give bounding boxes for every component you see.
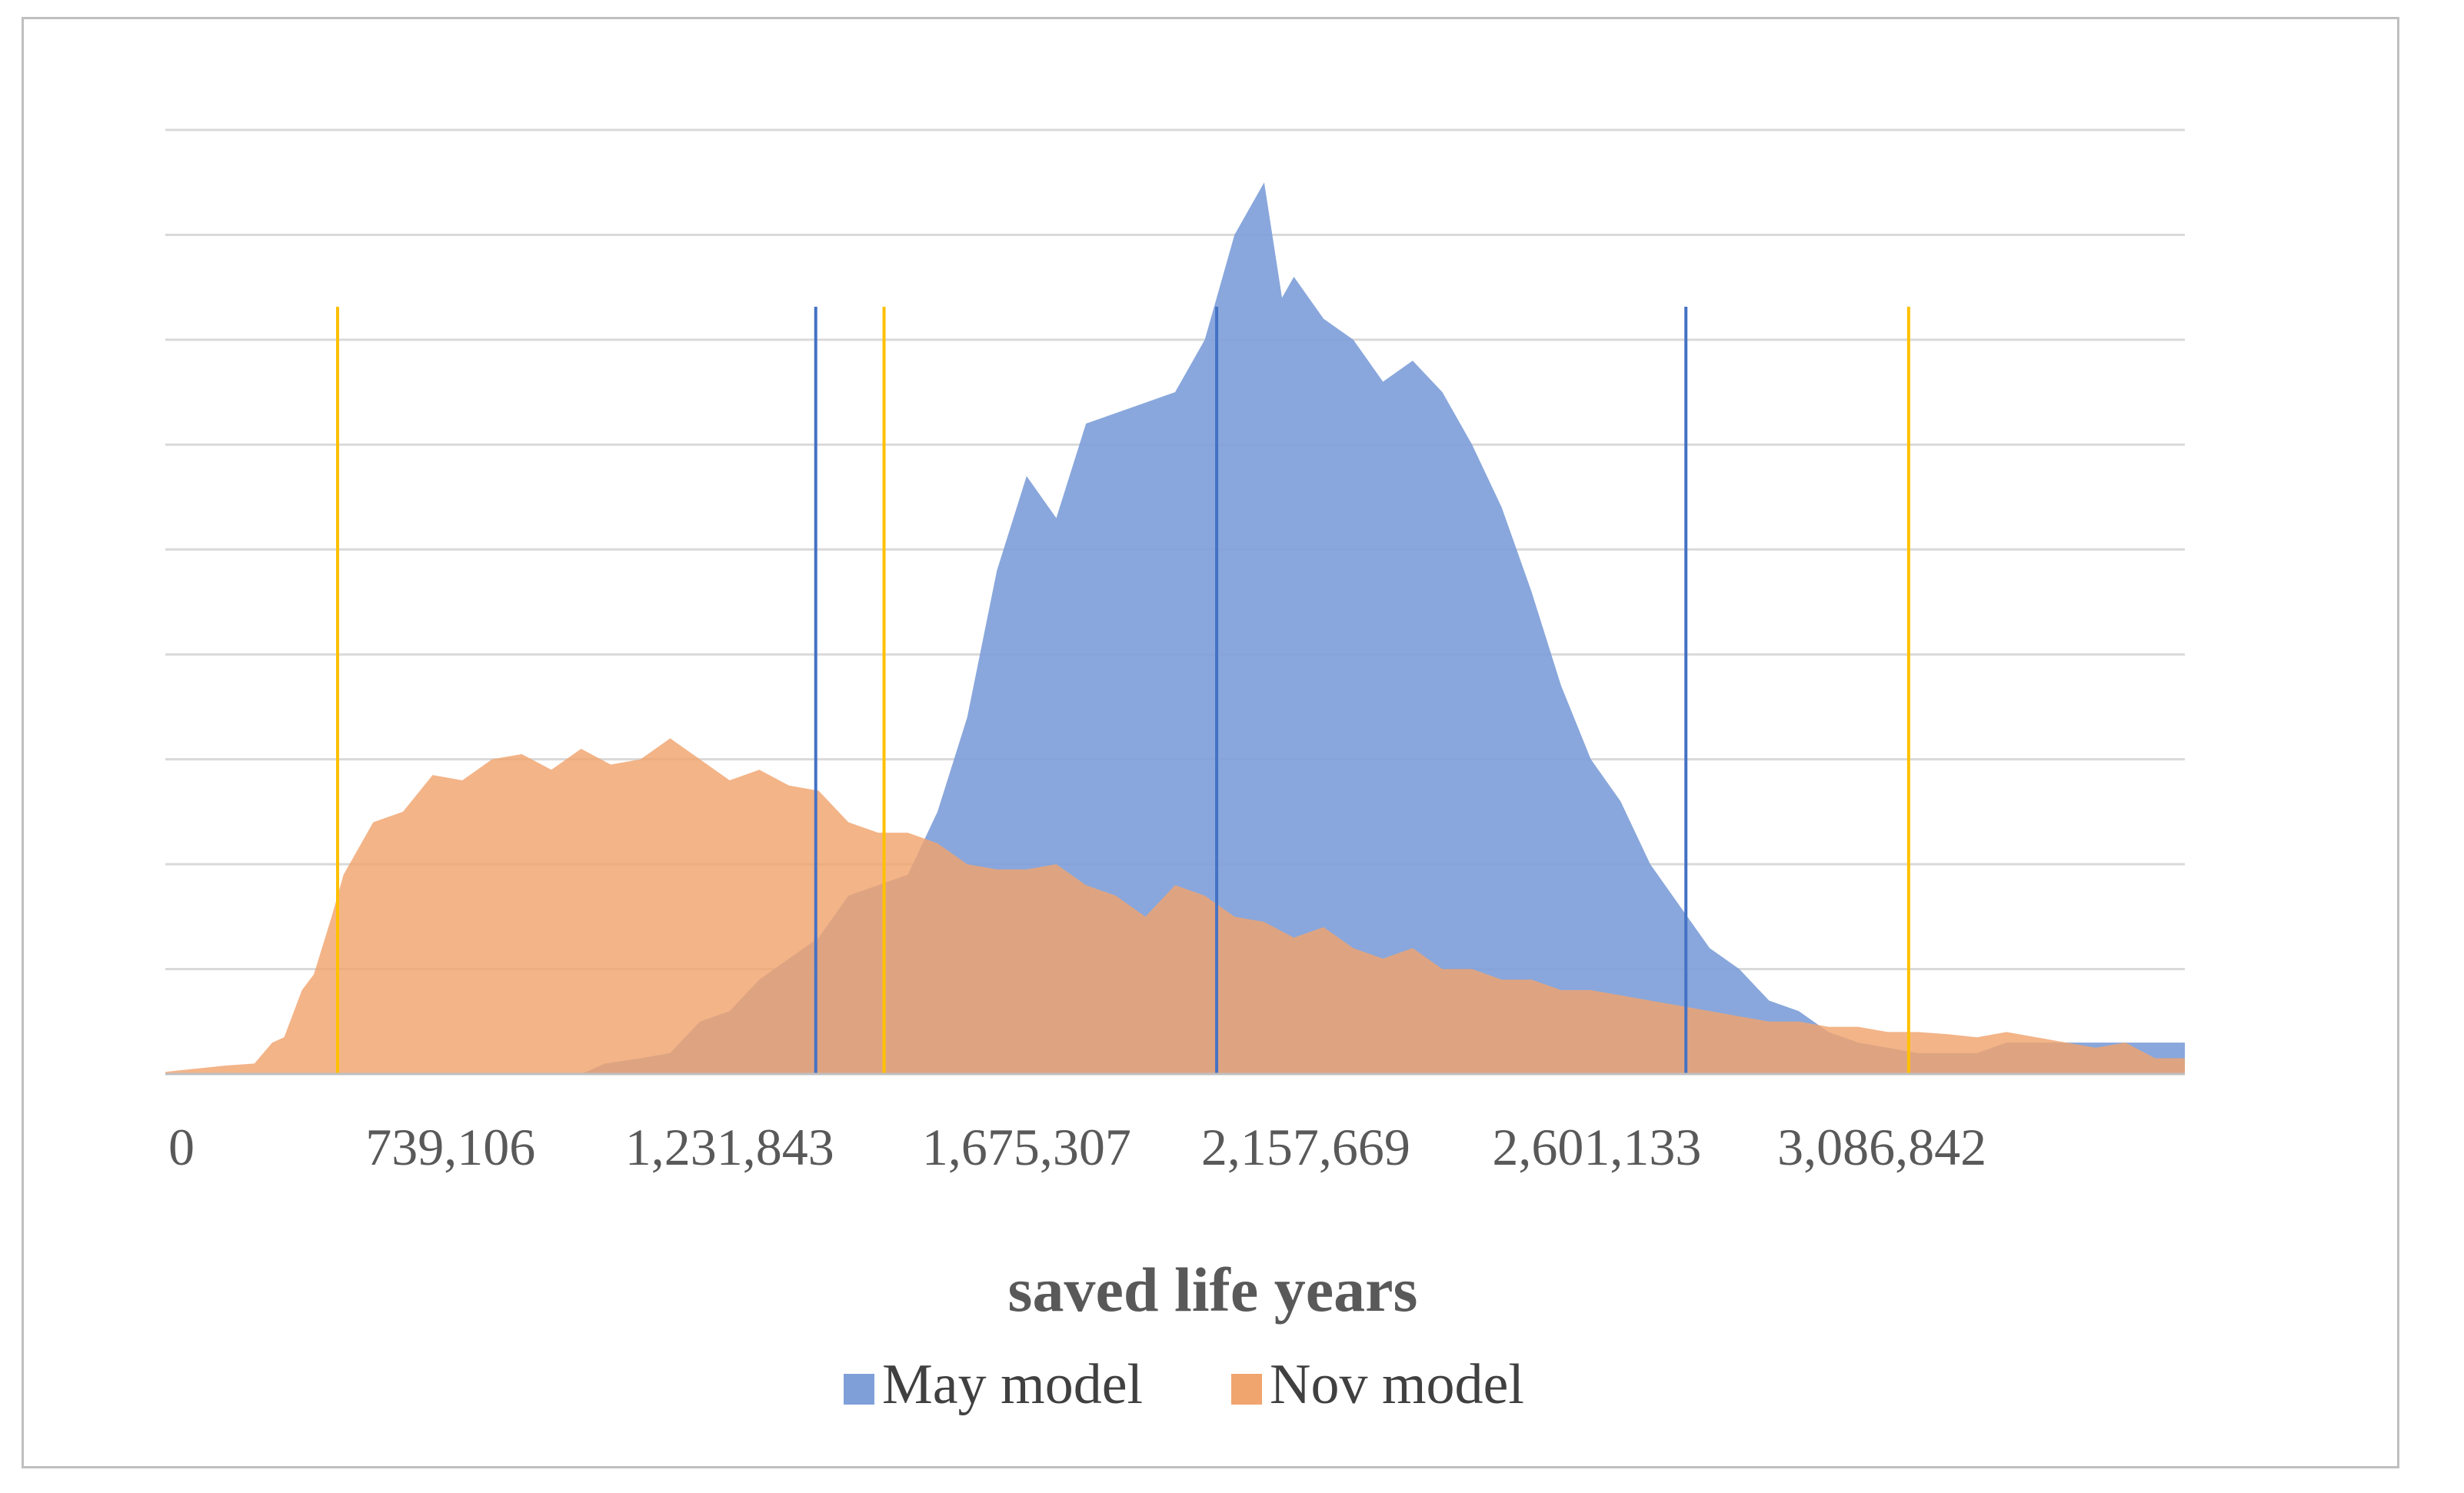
area-may-model (165, 182, 2185, 1075)
x-tick-label: 1,675,307 (922, 1118, 1131, 1176)
reference-lines (335, 307, 1910, 1074)
legend-label-may: May model (882, 1353, 1143, 1416)
legend: May model Nov model (844, 1353, 1524, 1416)
x-tick-label: 3,086,842 (1777, 1118, 1986, 1176)
x-tick-labels: 0 739,106 1,231,843 1,675,307 2,157,669 2,601… (168, 1118, 1986, 1176)
x-tick-label: 2,157,669 (1201, 1118, 1410, 1176)
x-tick-label: 0 (168, 1118, 195, 1176)
legend-swatch-may (844, 1374, 874, 1405)
legend-label-nov: Nov model (1270, 1353, 1524, 1416)
chart-frame: 0 739,106 1,231,843 1,675,307 2,157,669 2,601… (22, 17, 2399, 1468)
legend-swatch-nov (1231, 1374, 1262, 1405)
x-tick-label: 1,231,843 (625, 1118, 834, 1176)
series-areas (165, 182, 2185, 1075)
x-tick-label: 739,106 (365, 1118, 535, 1176)
x-tick-label: 2,601,133 (1492, 1118, 1701, 1176)
x-axis-title: saved life years (1008, 1255, 1418, 1325)
area-nov-model (165, 738, 2185, 1074)
chart-canvas: 0 739,106 1,231,843 1,675,307 2,157,669 2,601… (165, 128, 2185, 1416)
